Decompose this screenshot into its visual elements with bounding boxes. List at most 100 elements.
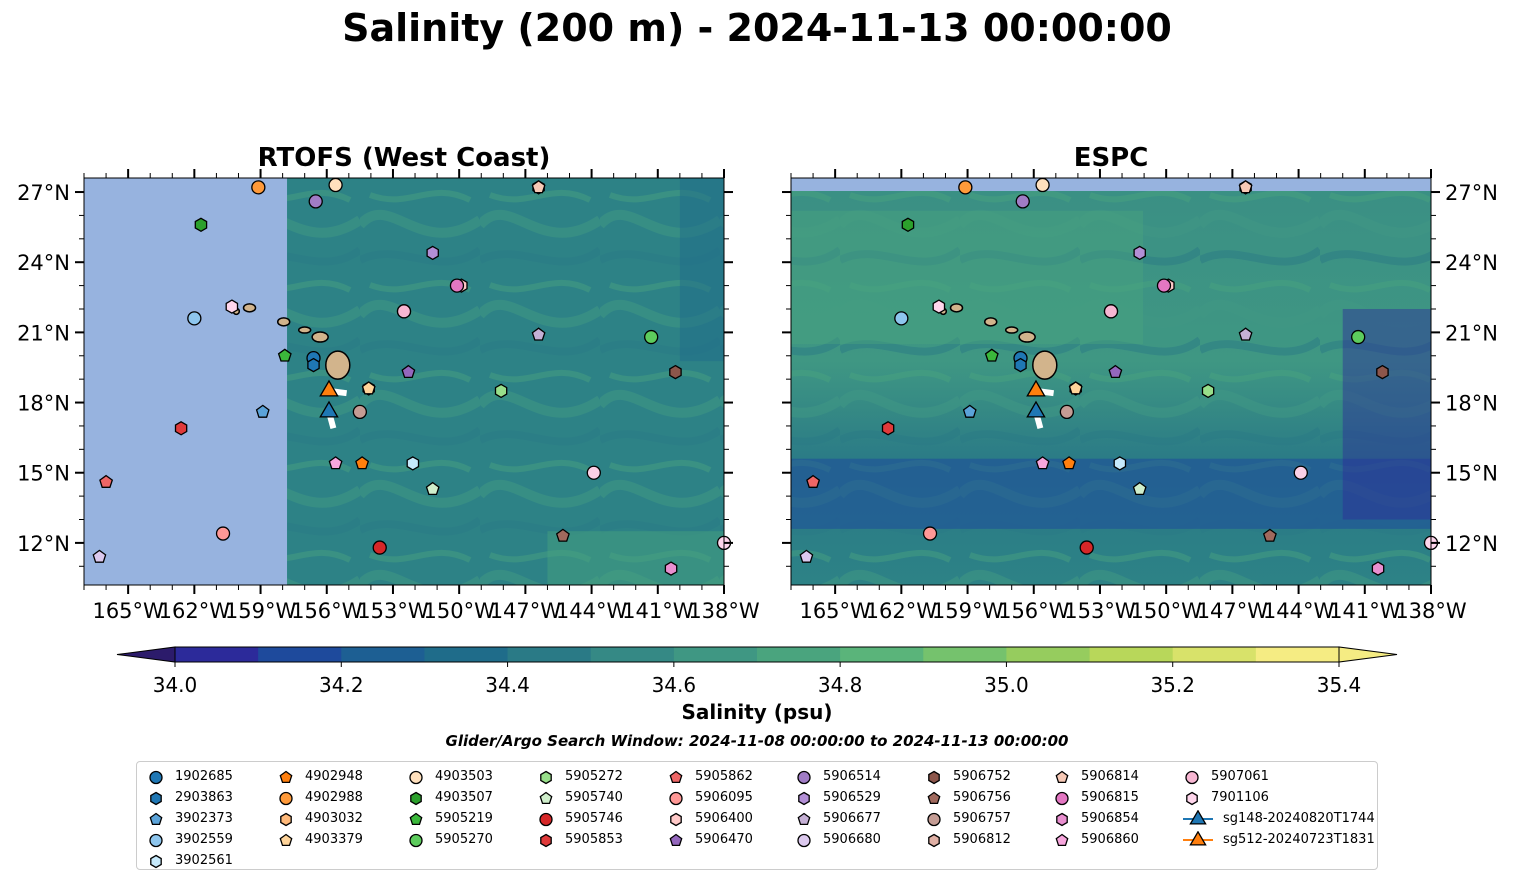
legend-swatch	[1185, 770, 1199, 784]
legend-label: 1902685	[175, 769, 233, 784]
legend-item: 5906812	[925, 829, 1011, 850]
legend-swatch	[410, 791, 422, 805]
legend-item: 5906756	[925, 787, 1011, 808]
legend-swatch	[1186, 791, 1198, 805]
marker-5905270	[1351, 329, 1366, 345]
legend-item: 5906095	[667, 787, 753, 808]
colorbar-segment	[258, 647, 342, 662]
legend-item: 3902373	[147, 808, 233, 829]
legend-swatch	[669, 770, 683, 783]
x-tick-label: 162°W	[159, 599, 231, 623]
x-tick-label: 141°W	[622, 599, 694, 623]
marker-5905746	[1079, 540, 1094, 555]
marker-5906815	[1156, 278, 1172, 293]
legend-marker-5906095	[669, 791, 683, 805]
marker-5906752	[1376, 364, 1389, 380]
x-tick-label: 156°W	[998, 599, 1070, 623]
low-salinity-band	[791, 458, 1431, 529]
legend-swatch	[409, 833, 423, 847]
island-0	[1032, 350, 1058, 380]
legend-item: 5906529	[795, 787, 881, 808]
legend-marker-5906757	[927, 812, 941, 826]
marker-5906095	[215, 526, 231, 541]
marker-5906677	[531, 327, 546, 341]
legend-item: 5906677	[795, 808, 881, 829]
legend-marker-4903379	[279, 833, 293, 846]
legend-label: sg148-20240820T1744	[1223, 811, 1375, 826]
colorbar-tick-label: 35.4	[1317, 673, 1362, 697]
legend-marker-5906514	[797, 770, 811, 784]
x-tick-label: 138°W	[688, 599, 760, 623]
legend-label: 7901106	[1211, 790, 1269, 805]
y-tick-label: 15°N	[17, 462, 70, 486]
colorbar-frame	[174, 646, 1340, 663]
no-data-strip	[791, 178, 1431, 191]
legend-swatch	[150, 854, 162, 868]
search-window-note: Glider/Argo Search Window: 2024-11-08 00…	[445, 732, 1069, 750]
panel-title-espc: ESPC	[1073, 143, 1149, 173]
y-tick-label: 24°N	[17, 251, 70, 275]
marker-4903379	[1068, 381, 1083, 395]
colorbar-segment	[1089, 647, 1174, 662]
legend-swatch	[669, 833, 683, 846]
high-salinity-region	[547, 531, 724, 585]
marker-5906752	[669, 364, 682, 380]
legend-swatch	[670, 812, 682, 826]
marker-5905853	[174, 421, 188, 436]
y-tick-label: 18°N	[1445, 392, 1498, 416]
y-tick-label: 27°N	[1445, 181, 1498, 205]
legend-item: 3902559	[147, 829, 233, 850]
marker-4902988	[251, 180, 266, 195]
marker-extra-2	[586, 465, 601, 480]
marker-5906470	[1108, 364, 1123, 379]
legend-item: 5905740	[537, 787, 623, 808]
legend-label: 5906854	[1081, 811, 1139, 826]
marker-sg512-20240723T1831	[1026, 379, 1046, 397]
marker-extra-0	[92, 549, 107, 563]
legend-column: 4903503 4903507 5905219 5905270	[407, 766, 493, 850]
marker-sg512-20240723T1831	[319, 379, 339, 397]
legend-label: 5906470	[695, 832, 753, 847]
legend-label: 5905746	[565, 811, 623, 826]
legend-column: 4902948 4902988 4903032 4903379	[277, 766, 363, 850]
colorbar-segment	[507, 647, 592, 662]
y-tick-label: 12°N	[17, 532, 70, 556]
legend-item: 5907061	[1183, 766, 1375, 787]
legend-label: 5907061	[1211, 769, 1269, 784]
legend-marker-5905746	[539, 812, 553, 826]
marker-4903503	[1035, 177, 1050, 193]
legend-marker-5905740	[539, 791, 553, 804]
legend-marker-5906677	[797, 812, 811, 825]
legend-label: 5906812	[953, 832, 1011, 847]
map-frame	[83, 177, 725, 586]
legend-swatch	[149, 833, 163, 847]
marker-5906514	[308, 194, 323, 209]
legend-swatch	[669, 791, 683, 805]
legend-item: 5905219	[407, 808, 493, 829]
legend-label: 3902373	[175, 811, 233, 826]
marker-5905270	[644, 329, 659, 345]
colorbar-segment	[424, 647, 509, 662]
island-0	[325, 350, 351, 380]
legend-item: 4903032	[277, 808, 363, 829]
marker-4903503	[328, 177, 343, 193]
marker-5905746	[372, 540, 387, 555]
y-tick-label: 21°N	[1445, 321, 1498, 345]
x-tick-label: 141°W	[1329, 599, 1401, 623]
colorbar-tick-label: 35.0	[984, 673, 1029, 697]
y-tick-label: 27°N	[17, 181, 70, 205]
marker-5907061	[396, 304, 412, 319]
marker-2903863	[307, 357, 320, 373]
legend-swatch	[798, 791, 810, 805]
legend-marker-sg512-20240723T1831	[1189, 830, 1207, 846]
legend-item: 5906680	[795, 829, 881, 850]
legend-swatch	[540, 770, 552, 784]
legend-swatch	[928, 770, 940, 784]
legend-item: sg148-20240820T1744	[1183, 808, 1375, 829]
legend-label: 5906757	[953, 811, 1011, 826]
x-tick-label: 144°W	[1263, 599, 1335, 623]
legend-column: 5907061 7901106 sg148-20240820T1744 sg512-2…	[1183, 766, 1375, 850]
marker-5906529	[426, 245, 439, 261]
marker-3902561	[406, 456, 420, 471]
colorbar-segment	[1255, 647, 1340, 662]
